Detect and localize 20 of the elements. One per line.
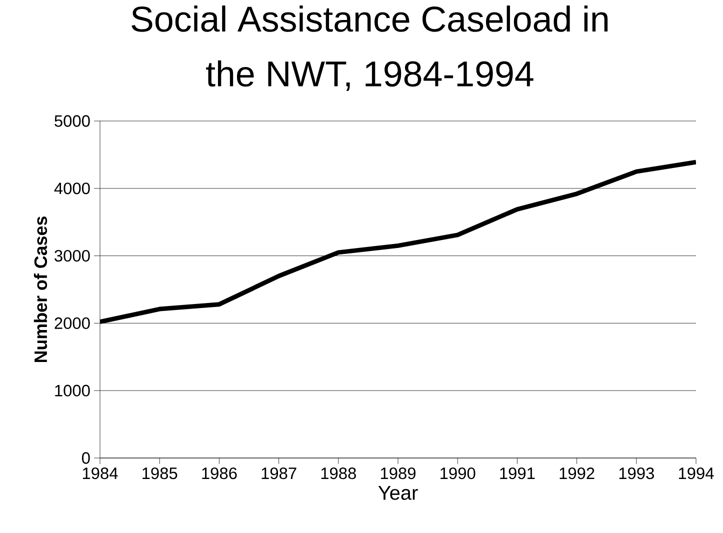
y-tick-label: 4000 xyxy=(54,182,90,194)
y-tick-label: 2000 xyxy=(54,317,90,330)
x-tick-label: 1986 xyxy=(202,468,237,480)
chart-title: Social Assistance Caseload in the NWT, 1984-1994 xyxy=(132,6,608,91)
x-tick-label: 1984 xyxy=(82,468,118,480)
x-axis-title: Year xyxy=(378,486,418,500)
y-tick-label: 3000 xyxy=(54,250,90,262)
x-tick-label: 1985 xyxy=(142,468,178,480)
x-tick-label: 1993 xyxy=(619,468,654,480)
y-tick-label: 5000 xyxy=(54,115,90,127)
x-tick-label: 1992 xyxy=(560,468,594,480)
y-axis-title: Number of Cases xyxy=(34,216,48,362)
x-tick-label: 1988 xyxy=(321,468,356,480)
x-tick-label: 1989 xyxy=(380,468,416,480)
y-tick-label: 1000 xyxy=(55,384,90,396)
x-tick-label: 1987 xyxy=(262,468,296,480)
y-tick-label: 0 xyxy=(82,452,90,464)
x-tick-label: 1994 xyxy=(678,468,714,480)
x-tick-label: 1991 xyxy=(500,468,535,480)
x-tick-label: 1990 xyxy=(440,468,476,480)
